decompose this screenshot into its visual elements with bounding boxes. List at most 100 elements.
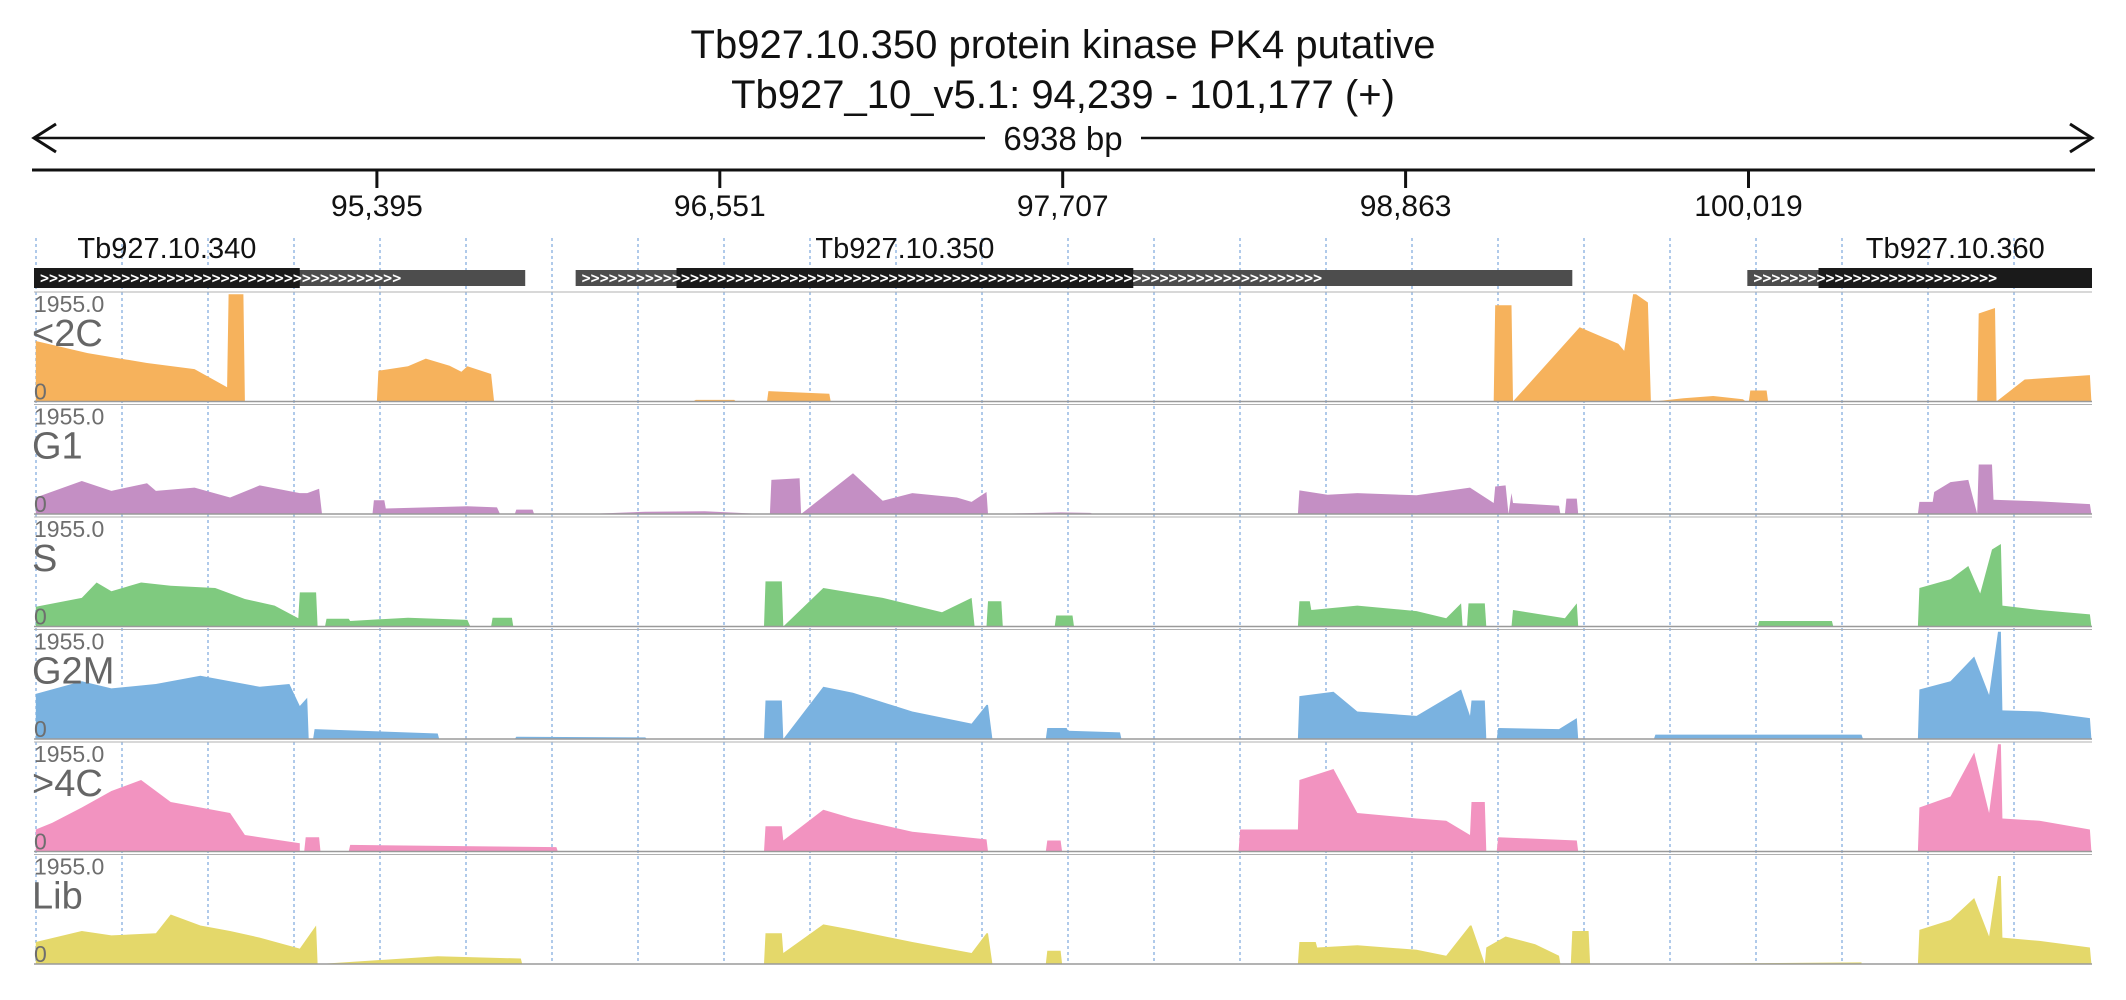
coverage-area <box>491 617 514 627</box>
strand-arrows-icon: >>>>>>>>>>>>>>>>>>>>>>>>>>> <box>1753 269 1997 287</box>
coverage-area <box>1653 734 1863 739</box>
coverage-area <box>764 924 994 964</box>
track-2: 1955.0 0 G1 <box>32 404 2092 517</box>
coverage-area <box>319 956 523 964</box>
coverage-area <box>1467 603 1487 627</box>
track-6: 1955.0 0 Lib <box>32 854 2092 967</box>
x-tick-label: 97,707 <box>1017 190 1109 223</box>
y-min-label: 0 <box>34 491 47 517</box>
track-4: 1955.0 0 G2M <box>32 629 2092 742</box>
coverage-area <box>769 473 988 514</box>
track-label: Lib <box>32 876 83 918</box>
y-max-label: 1955.0 <box>34 404 104 430</box>
coverage-area <box>325 617 471 627</box>
coverage-area <box>35 675 309 739</box>
coverage-area <box>1917 464 2092 514</box>
coverage-area <box>313 729 440 739</box>
coverage-area <box>35 780 300 852</box>
y-min-label: 0 <box>34 604 47 630</box>
coverage-tracks: 1955.00<2C1955.00G11955.00S1955.00G2M195… <box>32 291 2092 967</box>
coverage-area <box>1511 603 1579 627</box>
coverage-area <box>514 509 535 514</box>
strand-arrows-icon: >>>>>>>>>>>>>>>>>>>>>>>>>>>>>>>>>>>>>>>>… <box>582 269 1323 287</box>
gene-2: >>>>>>>>>>>>>>>>>>>>>>>>>>>>>>>>>>>>>>>>… <box>575 233 1573 288</box>
span-label: 6938 bp <box>1003 120 1122 157</box>
track-label: >4C <box>32 763 103 805</box>
coverage-area <box>1238 769 1487 852</box>
coverage-area <box>1757 621 1834 627</box>
x-tick-label: 98,863 <box>1360 190 1452 223</box>
x-tick-label: 100,019 <box>1694 190 1802 223</box>
span-arrow-right-icon <box>2069 122 2095 154</box>
coverage-area <box>1917 744 2092 852</box>
track-3: 1955.0 0 S <box>32 516 2092 630</box>
chart-title: Tb927.10.350 protein kinase PK4 putative <box>691 23 1436 67</box>
gene-cds <box>676 268 1134 288</box>
coverage-area <box>1564 498 1579 514</box>
coverage-area <box>1297 689 1487 739</box>
coverage-area <box>1496 718 1579 739</box>
gene-1: >>>>>>>>>>>>>>>>>>>>>>>>>>>>>>>>>>>>>>>>… <box>34 233 526 288</box>
coverage-area <box>372 500 500 514</box>
coverage-area <box>35 914 318 964</box>
coverage-area <box>1493 294 1651 402</box>
track-label: G2M <box>32 651 114 693</box>
coverage-area <box>764 686 994 739</box>
gene-label: Tb927.10.350 <box>815 233 994 265</box>
span-arrow-left-icon <box>31 122 57 154</box>
gene-label: Tb927.10.340 <box>77 233 256 265</box>
coverage-area <box>376 358 495 402</box>
track-5: 1955.0 0 >4C <box>32 741 2092 855</box>
coverage-area <box>35 294 256 402</box>
gene-3: >>>>>>>>>>>>>>>>>>>>>>>>>>> Tb927.10.360 <box>1747 233 2092 288</box>
coverage-area <box>304 837 321 852</box>
coverage-area <box>1297 601 1463 627</box>
chart-subtitle: Tb927_10_v5.1: 94,239 - 101,177 (+) <box>731 73 1395 117</box>
coverage-area <box>1977 308 2092 402</box>
x-tick-label: 96,551 <box>674 190 766 223</box>
coverage-area <box>1917 876 2092 964</box>
coverage-area <box>1297 925 1561 964</box>
y-max-label: 1955.0 <box>34 741 104 767</box>
coverage-area <box>1045 840 1063 852</box>
coverage-area <box>1748 390 1769 402</box>
gene-cds <box>1818 268 2092 288</box>
track-label: G1 <box>32 426 83 468</box>
gene-cds <box>34 268 300 288</box>
coverage-area <box>1054 615 1074 627</box>
strand-arrows-icon: >>>>>>>>>>>>>>>>>>>>>>>>>>>>>>>>>>>>>>>> <box>40 269 401 287</box>
y-min-label: 0 <box>34 941 47 967</box>
coverage-area <box>1653 396 1746 402</box>
span-indicator: 6938 bp <box>31 118 2095 158</box>
coverage-area <box>1570 931 1591 964</box>
y-min-label: 0 <box>34 716 47 742</box>
y-min-label: 0 <box>34 829 47 855</box>
coverage-area <box>35 481 323 514</box>
coverage-area <box>764 809 988 852</box>
x-tick-label: 95,395 <box>331 190 423 223</box>
coverage-area <box>348 844 558 852</box>
coverage-area <box>986 601 1003 627</box>
grid-lines <box>35 238 2015 962</box>
coverage-area <box>764 581 975 627</box>
y-max-label: 1955.0 <box>34 291 104 317</box>
y-min-label: 0 <box>34 379 47 405</box>
coverage-area <box>35 582 318 627</box>
coverage-area <box>1917 544 2092 627</box>
y-max-label: 1955.0 <box>34 629 104 655</box>
gene-track: >>>>>>>>>>>>>>>>>>>>>>>>>>>>>>>>>>>>>>>>… <box>34 233 2092 288</box>
coverage-area <box>767 391 831 402</box>
track-1: 1955.0 0 <2C <box>32 291 2092 405</box>
coverage-area <box>1297 485 1561 514</box>
coverage-area <box>1917 631 2092 739</box>
track-label: S <box>32 538 57 580</box>
coverage-area <box>1496 837 1579 852</box>
coverage-area <box>1045 950 1063 964</box>
y-max-label: 1955.0 <box>34 854 104 880</box>
y-max-label: 1955.0 <box>34 516 104 542</box>
gene-label: Tb927.10.360 <box>1866 233 2045 265</box>
span-label-bg <box>985 118 1141 158</box>
track-label: <2C <box>32 313 103 355</box>
